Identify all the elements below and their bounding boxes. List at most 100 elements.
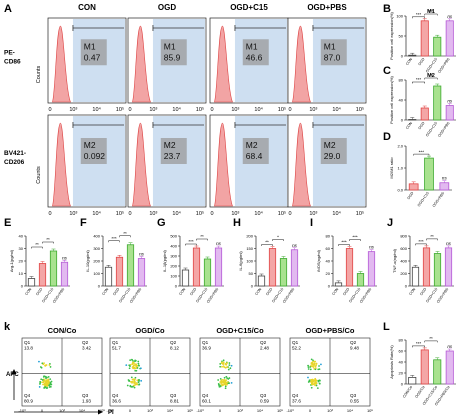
scatter-x-tick: -10³ (106, 408, 114, 413)
scatter-point (137, 360, 140, 363)
scatter-point (44, 386, 47, 388)
significance-label: ns (216, 241, 222, 246)
x-tick-label: OGD (35, 287, 43, 296)
quadrant-name: Q3 (260, 393, 267, 398)
y-tick-label: 50 (249, 271, 254, 276)
scatter-point (46, 387, 49, 389)
histo-x-tick: 10⁴ (332, 210, 341, 217)
scatter-point (48, 364, 51, 366)
scatter-point (223, 379, 226, 382)
scatter-x-tick: 10⁴ (257, 408, 263, 413)
panel-letter-l: L (383, 321, 390, 333)
scatter-point (226, 381, 229, 384)
bar (408, 119, 417, 121)
scatter-point (226, 366, 229, 368)
x-tick-label: OGD+PBS (282, 287, 296, 304)
scatter-point (49, 381, 52, 384)
y-axis-label: IL-6(pg/ml) (238, 251, 243, 271)
scatter-point (41, 379, 44, 381)
quadrant-name: Q3 (170, 393, 177, 398)
y-tick-label: 0.0 (397, 188, 403, 193)
histogram-peak (214, 25, 233, 103)
scatter-point (310, 380, 313, 383)
x-tick-label: OGD+PBS (359, 287, 373, 304)
histo-column-title: CON (78, 3, 96, 12)
panel-letter-c: C (383, 65, 391, 77)
quadrant-percent: 3.42 (82, 346, 91, 351)
significance-label: ns (447, 99, 453, 104)
histo-column-title: OGD+PBS (307, 3, 347, 12)
histo-marker-label: CD86 (4, 59, 21, 66)
histo-x-tick: 10³ (309, 211, 317, 217)
y-tick-label: 800 (400, 234, 407, 239)
scatter-point (225, 383, 228, 386)
significance-label: *** (418, 239, 424, 244)
panel-letter-b: B (383, 3, 391, 15)
quadrant-percent: 36.9 (202, 346, 211, 351)
y-tick-label: 100 (396, 14, 403, 19)
bar (408, 183, 419, 191)
y-tick-label: 0 (251, 284, 254, 289)
histo-marker-label: PE- (4, 50, 15, 57)
scatter-x-axis-label: PI (108, 410, 114, 416)
x-tick-label: OGD+PBS (436, 287, 450, 304)
bar (445, 20, 454, 57)
scatter-x-tick: 10³ (147, 408, 153, 413)
histo-marker-label: CD206 (4, 159, 25, 166)
scatter-point (223, 381, 226, 384)
scatter-point (130, 376, 133, 379)
scatter-point (128, 364, 131, 367)
scatter-point (225, 381, 228, 384)
bar (181, 269, 190, 287)
scatter-point (219, 377, 222, 380)
x-tick-label: OGD+PBS (206, 287, 220, 304)
histo-x-tick: 10⁴ (332, 106, 341, 113)
scatter-point (318, 365, 320, 367)
quadrant-name: Q1 (202, 340, 209, 345)
quadrant-name: Q4 (112, 393, 119, 398)
gate-label-box (242, 39, 269, 66)
x-tick-label: OGD (265, 287, 273, 296)
histogram-peak (132, 122, 151, 207)
chart-title: M2 (427, 73, 435, 79)
scatter-x-tick: -10³ (286, 408, 294, 413)
quadrant-name: Q3 (82, 393, 89, 398)
gate-label-box (160, 39, 187, 66)
y-tick-label: 60 (326, 246, 331, 251)
quadrant-percent: 9.48 (350, 346, 359, 351)
quadrant-name: Q4 (292, 393, 299, 398)
significance-label: ** (430, 234, 434, 239)
histo-x-tick: 10⁵ (278, 106, 286, 113)
scatter-point (44, 375, 47, 378)
bar (257, 275, 266, 287)
y-tick-label: 0 (21, 284, 24, 289)
significance-label: *** (416, 341, 422, 346)
scatter-point (230, 364, 233, 367)
gate-name: M1 (246, 41, 258, 51)
scatter-point (314, 381, 317, 383)
scatter-point (134, 360, 136, 363)
panel-letter-e: E (4, 217, 11, 229)
x-tick-label: OGD+PBS (437, 121, 451, 138)
scatter-x-tick: 10³ (59, 408, 65, 413)
scatter-point (139, 367, 142, 370)
histo-x-tick: 0 (48, 211, 51, 217)
scatter-point (47, 382, 49, 385)
scatter-point (229, 367, 232, 370)
scatter-point (136, 379, 139, 382)
histogram-peak (292, 122, 311, 207)
y-axis-label: Apoptosis Rate(%) (389, 345, 394, 379)
bar (356, 273, 365, 287)
scatter-point (41, 381, 44, 384)
significance-label: ns (447, 14, 453, 19)
scatter-point (220, 379, 223, 382)
scatter-point (316, 387, 319, 390)
scatter-point (43, 383, 46, 385)
bar (60, 261, 69, 287)
